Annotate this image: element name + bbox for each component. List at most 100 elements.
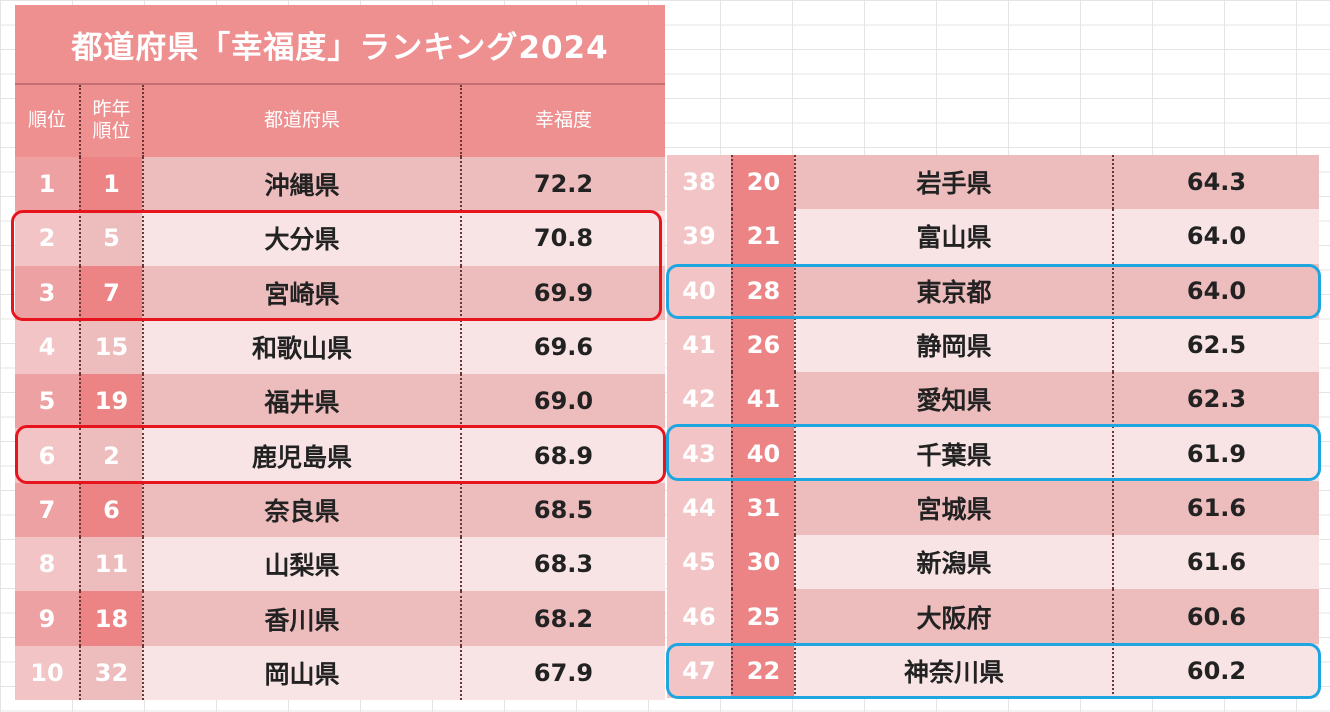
score-cell: 62.5	[1112, 317, 1319, 373]
table-row: 10 32 岡山県 67.9	[15, 645, 665, 700]
rank-cell: 2	[15, 211, 79, 266]
table-body-bottom: 38 20 岩手県 64.3 39 21 富山県 64.0 40 28 東京都 64.0 41 26 静岡県…	[667, 155, 1319, 698]
prev-rank-cell: 26	[731, 317, 794, 373]
score-cell: 61.6	[1112, 480, 1319, 536]
prefecture-cell: 東京都	[794, 263, 1112, 318]
table-row: 5 19 福井県 69.0	[15, 374, 665, 429]
table-row: 45 30 新潟県 61.6	[667, 535, 1319, 590]
prev-rank-cell: 41	[731, 372, 794, 427]
rank-cell: 38	[667, 155, 731, 210]
score-cell: 70.8	[460, 211, 665, 266]
rank-cell: 45	[667, 535, 731, 590]
score-cell: 64.0	[1112, 263, 1319, 318]
prev-rank-cell: 5	[79, 211, 142, 266]
table-row: 6 2 鹿児島県 68.9	[15, 428, 665, 483]
rank-cell: 1	[15, 157, 79, 212]
prev-rank-cell: 1	[79, 157, 142, 212]
table-row: 39 21 富山県 64.0	[667, 209, 1319, 264]
table-row: 9 18 香川県 68.2	[15, 591, 665, 646]
prefecture-cell: 鹿児島県	[142, 428, 460, 483]
header-prefecture: 都道府県	[142, 85, 460, 157]
table-row: 2 5 大分県 70.8	[15, 211, 665, 266]
score-cell: 64.3	[1112, 155, 1319, 210]
prefecture-cell: 福井県	[142, 374, 460, 429]
table-row: 43 40 千葉県 61.9	[667, 426, 1319, 481]
score-cell: 72.2	[460, 157, 665, 212]
prefecture-cell: 岡山県	[142, 645, 460, 700]
prev-rank-cell: 25	[731, 589, 794, 644]
rank-cell: 5	[15, 374, 79, 429]
score-cell: 61.6	[1112, 535, 1319, 590]
prefecture-cell: 奈良県	[142, 482, 460, 538]
table-row: 41 26 静岡県 62.5	[667, 317, 1319, 373]
rank-cell: 41	[667, 317, 731, 373]
prefecture-cell: 宮崎県	[142, 265, 460, 320]
table-body-top: 1 1 沖縄県 72.2 2 5 大分県 70.8 3 7 宮崎県 69.9 4 15 和歌山県 69.6 5 1…	[15, 157, 665, 700]
prev-rank-cell: 19	[79, 374, 142, 429]
prev-rank-cell: 15	[79, 319, 142, 375]
prev-rank-cell: 2	[79, 428, 142, 483]
score-cell: 67.9	[460, 645, 665, 700]
prev-rank-cell: 21	[731, 209, 794, 264]
header-rank: 順位	[27, 109, 66, 132]
prefecture-cell: 富山県	[794, 209, 1112, 264]
prev-rank-cell: 7	[79, 265, 142, 320]
table-row: 3 7 宮崎県 69.9	[15, 265, 665, 320]
score-cell: 68.2	[460, 591, 665, 646]
rank-cell: 43	[667, 426, 731, 481]
rank-cell: 3	[15, 265, 79, 320]
prev-rank-cell: 32	[79, 645, 142, 700]
score-cell: 68.9	[460, 428, 665, 483]
table-row: 1 1 沖縄県 72.2	[15, 157, 665, 212]
rank-cell: 9	[15, 591, 79, 646]
prefecture-cell: 千葉県	[794, 426, 1112, 481]
prefecture-cell: 静岡県	[794, 317, 1112, 373]
ranking-table-bottom: 38 20 岩手県 64.3 39 21 富山県 64.0 40 28 東京都 64.0 41 26 静岡県…	[667, 155, 1319, 701]
prev-rank-cell: 6	[79, 482, 142, 538]
prev-rank-cell: 20	[731, 155, 794, 210]
prefecture-cell: 大阪府	[794, 589, 1112, 644]
rank-cell: 6	[15, 428, 79, 483]
score-cell: 64.0	[1112, 209, 1319, 264]
table-row: 40 28 東京都 64.0	[667, 263, 1319, 318]
rank-cell: 10	[15, 645, 79, 700]
rank-cell: 7	[15, 482, 79, 538]
prefecture-cell: 宮城県	[794, 480, 1112, 536]
score-cell: 69.6	[460, 319, 665, 375]
prefecture-cell: 岩手県	[794, 155, 1112, 210]
score-cell: 68.5	[460, 482, 665, 538]
table-title: 都道府県「幸福度」ランキング2024	[15, 5, 665, 85]
header-score: 幸福度	[460, 85, 665, 157]
score-cell: 60.2	[1112, 643, 1319, 698]
score-cell: 69.0	[460, 374, 665, 429]
rank-cell: 40	[667, 263, 731, 318]
table-header: 順位 昨年 順位 都道府県 幸福度	[15, 85, 665, 157]
rank-cell: 46	[667, 589, 731, 644]
table-row: 47 22 神奈川県 60.2	[667, 643, 1319, 698]
table-row: 46 25 大阪府 60.6	[667, 589, 1319, 644]
rank-cell: 8	[15, 537, 79, 592]
prefecture-cell: 山梨県	[142, 537, 460, 592]
prev-rank-cell: 18	[79, 591, 142, 646]
prefecture-cell: 和歌山県	[142, 319, 460, 375]
table-row: 8 11 山梨県 68.3	[15, 537, 665, 592]
table-row: 7 6 奈良県 68.5	[15, 482, 665, 538]
prefecture-cell: 大分県	[142, 211, 460, 266]
prev-rank-cell: 31	[731, 480, 794, 536]
table-row: 4 15 和歌山県 69.6	[15, 319, 665, 375]
prefecture-cell: 新潟県	[794, 535, 1112, 590]
score-cell: 69.9	[460, 265, 665, 320]
score-cell: 68.3	[460, 537, 665, 592]
header-prev-rank: 昨年 順位	[79, 85, 142, 157]
prev-rank-cell: 11	[79, 537, 142, 592]
header-prev-rank-line2: 順位	[92, 120, 131, 142]
prefecture-cell: 愛知県	[794, 372, 1112, 427]
rank-cell: 4	[15, 319, 79, 375]
score-cell: 62.3	[1112, 372, 1319, 427]
rank-cell: 42	[667, 372, 731, 427]
prefecture-cell: 神奈川県	[794, 643, 1112, 698]
table-row: 44 31 宮城県 61.6	[667, 480, 1319, 536]
score-cell: 60.6	[1112, 589, 1319, 644]
prev-rank-cell: 40	[731, 426, 794, 481]
